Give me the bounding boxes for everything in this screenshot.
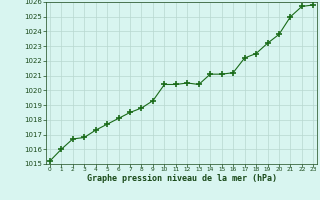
X-axis label: Graphe pression niveau de la mer (hPa): Graphe pression niveau de la mer (hPa) — [87, 174, 276, 183]
